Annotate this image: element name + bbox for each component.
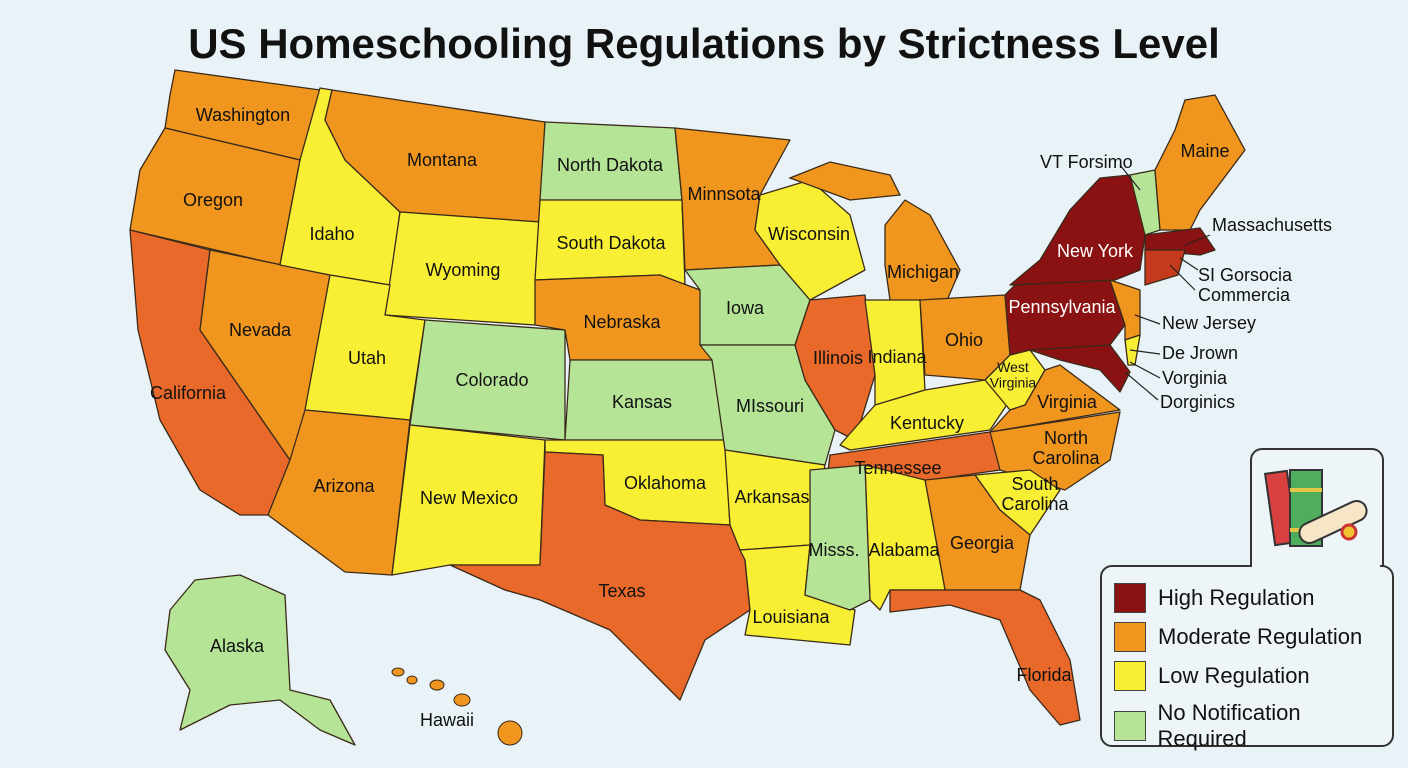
state-label-south-dakota: South Dakota — [556, 233, 666, 253]
state-label-missouri: MIssouri — [736, 396, 804, 416]
callout-label-new-jersey: New Jersey — [1162, 313, 1256, 333]
map-title: US Homeschooling Regulations by Strictne… — [188, 20, 1220, 67]
state-arizona[interactable] — [267, 409, 411, 576]
legend-item-low: Low Regulation — [1114, 661, 1310, 691]
callout-leader-line — [1129, 361, 1161, 379]
state-label-iowa: Iowa — [726, 298, 765, 318]
state-label-arizona: Arizona — [313, 476, 375, 496]
state-label-alaska: Alaska — [210, 636, 265, 656]
state-hawaii-island[interactable] — [391, 667, 405, 677]
legend-icon-panel — [1250, 448, 1384, 575]
callout-label-dorginics: Dorginics — [1160, 392, 1235, 412]
callout-leader-line — [1134, 314, 1161, 325]
callout-leader-line — [1179, 257, 1199, 271]
callout-label-si-gorsocia: SI Gorsocia — [1198, 265, 1293, 285]
legend-label: High Regulation — [1158, 585, 1315, 610]
legend-item-none: No Notification Required — [1114, 700, 1392, 752]
state-label-virginia: Virginia — [1037, 392, 1098, 412]
callout-label-commercia: Commercia — [1198, 285, 1291, 305]
state-misss-[interactable] — [804, 464, 871, 611]
callout-leader-line — [1184, 234, 1211, 246]
state-michigan[interactable] — [884, 199, 961, 306]
legend-joint — [1252, 560, 1380, 572]
state-label-north-carolina: North Carolina — [1032, 428, 1100, 468]
state-label-california: California — [150, 383, 227, 403]
state-label-utah: Utah — [348, 348, 386, 368]
state-label-texas: Texas — [598, 581, 645, 601]
state-label-idaho: Idaho — [309, 224, 354, 244]
state-label-washington: Washington — [196, 105, 290, 125]
state-state-[interactable] — [1144, 249, 1186, 286]
state-florida[interactable] — [889, 589, 1081, 726]
callout-label-massachusetts: Massachusetts — [1212, 215, 1332, 235]
legend-label: Low Regulation — [1158, 663, 1310, 688]
state-label-colorado: Colorado — [455, 370, 528, 390]
callout-leader-line — [1169, 264, 1196, 291]
state-label-montana: Montana — [407, 150, 478, 170]
swatch-none — [1114, 711, 1146, 741]
swatch-high — [1114, 583, 1146, 613]
state-texas[interactable] — [449, 451, 751, 701]
state-label-nevada: Nevada — [229, 320, 292, 340]
state-label-florida: Florida — [1016, 665, 1072, 685]
state-label-alabama: Alabama — [868, 540, 940, 560]
state-label-arkansas: Arkansas — [734, 487, 809, 507]
callout-label-vt-forsimo: VT Forsimo — [1040, 152, 1133, 172]
legend-item-moderate: Moderate Regulation — [1114, 622, 1362, 652]
callout-leader-line — [1119, 164, 1141, 191]
legend: High Regulation Moderate Regulation Low … — [1100, 565, 1394, 751]
state-maine[interactable] — [1154, 94, 1246, 231]
state-label-south-carolina: South Carolina — [1001, 474, 1069, 514]
books-and-diploma-icon — [1263, 469, 1368, 547]
legend-label: Moderate Regulation — [1158, 624, 1363, 649]
state-label-nebraska: Nebraska — [583, 312, 661, 332]
swatch-low — [1114, 661, 1146, 691]
state-michigan-upper[interactable] — [788, 161, 902, 201]
callout-leader-line — [1124, 371, 1159, 401]
state-label-pennsylvania: Pennsylvania — [1008, 297, 1116, 317]
state-hawaii-island[interactable] — [429, 679, 445, 691]
state-state-[interactable] — [1144, 227, 1216, 256]
state-label-louisiana: Louisiana — [752, 607, 830, 627]
state-pennsylvania[interactable] — [1004, 279, 1126, 356]
state-label-north-dakota: North Dakota — [557, 155, 664, 175]
state-label-new-mexico: New Mexico — [420, 488, 518, 508]
state-label-kentucky: Kentucky — [890, 413, 964, 433]
state-label-new-york: New York — [1057, 241, 1134, 261]
state-label-georgia: Georgia — [950, 533, 1015, 553]
state-oregon[interactable] — [129, 127, 301, 266]
state-label-misss-: Misss. — [809, 540, 860, 560]
state-new-york[interactable] — [1009, 174, 1146, 286]
state-state-[interactable] — [1029, 344, 1131, 393]
callout-label-vorginia: Vorginia — [1162, 368, 1228, 388]
swatch-moderate — [1114, 622, 1146, 652]
callout-label-de-jrown: De Jrown — [1162, 343, 1238, 363]
state-label-michigan: Michigan — [887, 262, 959, 282]
legend-item-high: High Regulation — [1114, 583, 1315, 613]
callout-leader-line — [1129, 349, 1161, 355]
state-label-maine: Maine — [1180, 141, 1229, 161]
state-label-hawaii: Hawaii — [420, 710, 474, 730]
state-label-ohio: Ohio — [945, 330, 983, 350]
state-label-illinois: Illinois — [813, 348, 863, 368]
state-label-kansas: Kansas — [612, 392, 672, 412]
state-hawaii-island[interactable] — [497, 720, 523, 746]
state-label-tennessee: Tennessee — [854, 458, 941, 478]
state-label-oregon: Oregon — [183, 190, 243, 210]
state-label-west-virginia: West Virginia — [990, 359, 1037, 390]
state-label-minnsota: Minnsota — [687, 184, 761, 204]
state-label-wisconsin: Wisconsin — [768, 224, 850, 244]
state-hawaii-island[interactable] — [406, 675, 418, 685]
state-hawaii-island[interactable] — [453, 693, 471, 707]
state-label-indiana: Indiana — [867, 347, 927, 367]
legend-label: No Notification Required — [1157, 700, 1301, 751]
state-label-oklahoma: Oklahoma — [624, 473, 707, 493]
state-label-wyoming: Wyoming — [426, 260, 501, 280]
state-alaska[interactable] — [164, 574, 356, 746]
